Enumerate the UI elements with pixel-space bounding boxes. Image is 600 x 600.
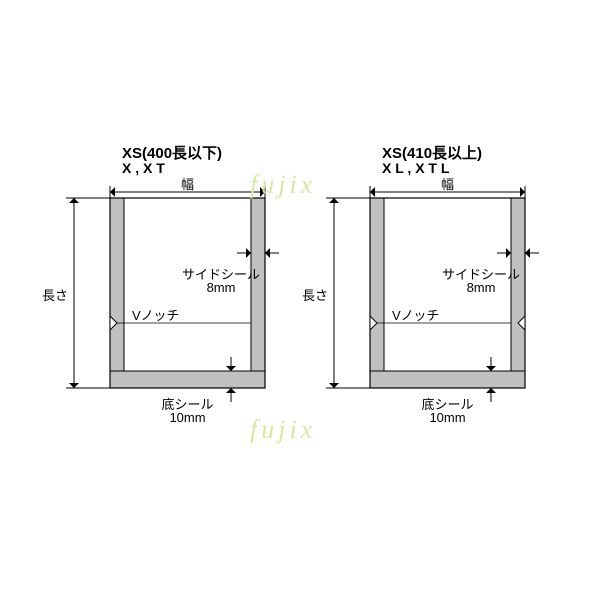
diagram-svg <box>0 0 600 600</box>
left-subtitle: X , X T <box>122 160 165 176</box>
diagram-stage: fujix fujix XS(400長以下) X , X T 幅 長さ サイドシ… <box>0 0 600 600</box>
right-vnotch-label: Vノッチ <box>392 305 439 324</box>
right-subtitle: X L , X T L <box>382 160 449 176</box>
left-length-label: 長さ <box>42 285 68 304</box>
left-vnotch-label: Vノッチ <box>132 305 179 324</box>
right-length-label: 長さ <box>302 285 328 304</box>
